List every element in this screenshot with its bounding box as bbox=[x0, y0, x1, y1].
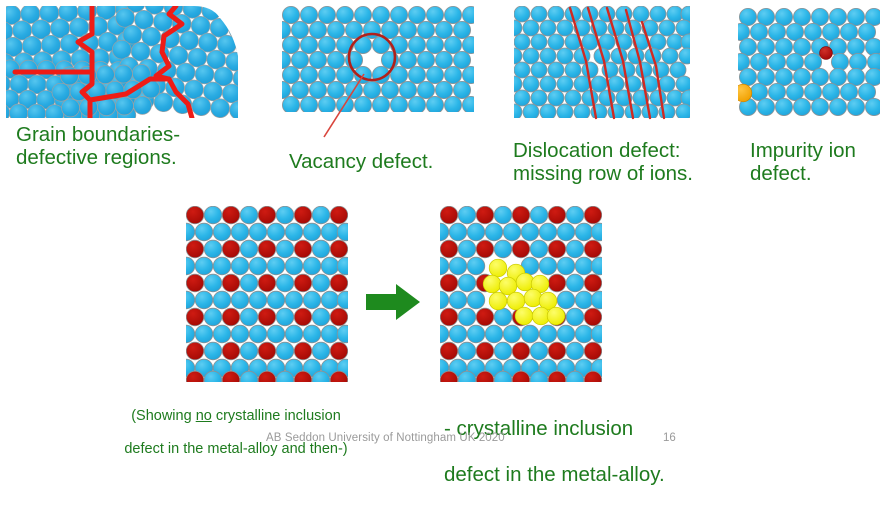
panel-alloy-with-inclusion bbox=[440, 206, 602, 382]
caption-alloy-no-inclusion-line1: (Showing no crystalline inclusion bbox=[116, 408, 356, 424]
vacancy-ion-field bbox=[282, 6, 474, 112]
caption-impurity: Impurity ion defect. bbox=[750, 139, 856, 185]
slide-page-number: 16 bbox=[663, 432, 676, 444]
interstitial-impurity-ion bbox=[819, 46, 833, 60]
vacancy-diagram bbox=[282, 6, 474, 138]
caption-no-inclusion-post: crystalline inclusion bbox=[211, 408, 341, 425]
caption-vacancy: Vacancy defect. bbox=[289, 150, 434, 173]
slide-footer: AB Seddon University of Nottingham UK 20… bbox=[266, 432, 505, 444]
caption-no-inclusion-pre: (Showing bbox=[131, 408, 196, 425]
vacancy-highlight-circle bbox=[347, 32, 397, 82]
caption-dislocation: Dislocation defect: missing row of ions. bbox=[513, 139, 694, 185]
grain-ion-field bbox=[6, 6, 238, 118]
inclusion-ion-field bbox=[440, 206, 602, 382]
panel-dislocation bbox=[514, 6, 690, 120]
impurity-diagram bbox=[738, 8, 880, 117]
panel-grain-boundaries bbox=[6, 4, 246, 122]
dislocation-ion-field bbox=[514, 6, 690, 118]
substitutional-impurity-ion bbox=[738, 83, 753, 103]
caption-alloy-with-inclusion: - crystalline inclusion defect in the me… bbox=[444, 395, 665, 510]
grain-boundaries-diagram bbox=[6, 6, 238, 118]
caption-with-inclusion-line2: defect in the metal-alloy. bbox=[444, 462, 665, 486]
dislocation-diagram bbox=[514, 6, 690, 120]
arrow-right-icon bbox=[366, 284, 420, 320]
panel-impurity bbox=[738, 8, 880, 120]
crystalline-inclusion-cluster bbox=[482, 258, 566, 326]
impurity-ion-field bbox=[738, 8, 880, 117]
caption-grain-boundaries: Grain boundaries- defective regions. bbox=[16, 123, 181, 169]
dislocation-slip-planes bbox=[568, 6, 666, 120]
panel-alloy-no-inclusion bbox=[186, 206, 348, 382]
alloy-no-inclusion-diagram bbox=[186, 206, 348, 382]
alloy-ion-field bbox=[186, 206, 348, 382]
panel-vacancy bbox=[282, 6, 474, 142]
slide-canvas: Grain boundaries- defective regions. bbox=[6, 4, 880, 486]
grain-boundary-lines bbox=[12, 6, 195, 118]
vacancy-leader-line bbox=[323, 73, 365, 138]
caption-with-inclusion-line1: - crystalline inclusion bbox=[444, 416, 634, 440]
caption-no-inclusion-underline: no bbox=[195, 408, 212, 425]
transition-arrow bbox=[364, 282, 422, 327]
alloy-with-inclusion-diagram bbox=[440, 206, 602, 382]
